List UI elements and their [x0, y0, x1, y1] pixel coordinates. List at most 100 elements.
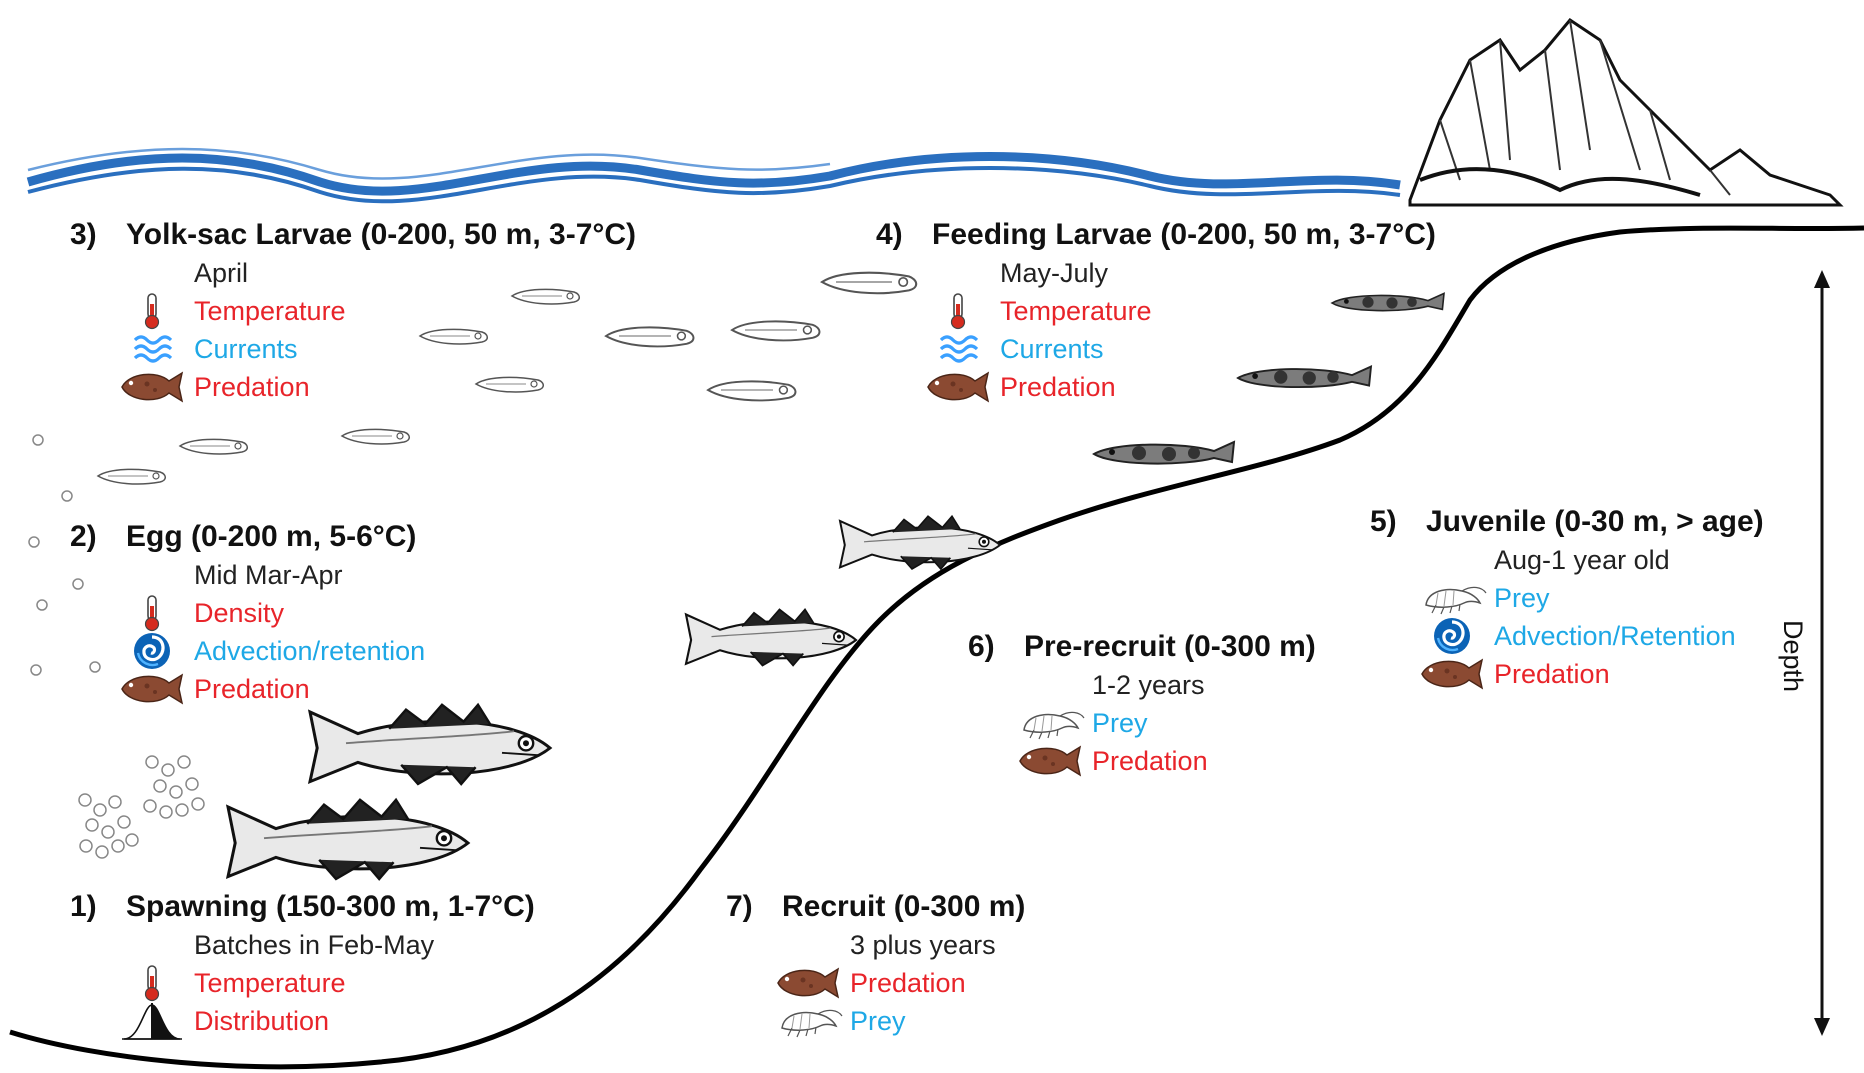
flatfish-icon	[1008, 742, 1092, 780]
factor-label: Prey	[1494, 582, 1550, 613]
factor-item: Currents	[916, 330, 1436, 368]
stage-number: 5)	[1370, 505, 1397, 538]
factor-label: Predation	[850, 967, 966, 998]
factor-item: Temperature	[110, 292, 636, 330]
sea-surface-waves	[26, 147, 1401, 204]
factor-item: Prey	[1008, 704, 1316, 742]
seabed-slope	[9, 225, 1864, 1070]
factor-item: Temperature	[110, 964, 535, 1002]
flatfish-icon	[110, 670, 194, 708]
shrimp-icon	[1410, 579, 1494, 617]
thermometer-icon	[916, 292, 1000, 330]
thermometer-icon	[110, 292, 194, 330]
flatfish-icon	[916, 368, 1000, 406]
factor-label: 3 plus years	[850, 929, 996, 960]
icon-slot	[1008, 666, 1092, 704]
flatfish-icon	[766, 964, 850, 1002]
factor-item: 1-2 years	[1008, 666, 1316, 704]
stage-heading: 6) Pre-recruit (0-300 m)	[968, 630, 1316, 664]
stage-number: 6)	[968, 630, 995, 663]
factor-item: Advection/Retention	[1410, 617, 1764, 655]
stage-spawning: 1) Spawning (150-300 m, 1-7°C) Batches in …	[70, 890, 535, 1040]
factor-item: Predation	[766, 964, 1025, 1002]
stage-heading: 2) Egg (0-200 m, 5-6°C)	[70, 520, 425, 554]
stage-yolk: 3) Yolk-sac Larvae (0-200, 50 m, 3-7°C) Ap…	[70, 218, 636, 406]
factor-item: Batches in Feb-May	[110, 926, 535, 964]
icon-slot	[766, 926, 850, 964]
factor-item: Predation	[1008, 742, 1316, 780]
stage-heading: 1) Spawning (150-300 m, 1-7°C)	[70, 890, 535, 924]
stage-number: 7)	[726, 890, 753, 923]
stage-egg: 2) Egg (0-200 m, 5-6°C) Mid Mar-Apr Density…	[70, 520, 425, 708]
factor-label: Batches in Feb-May	[194, 929, 435, 960]
factor-item: Temperature	[916, 292, 1436, 330]
stage-prerecruit: 6) Pre-recruit (0-300 m) 1-2 years Prey Pred…	[968, 630, 1316, 780]
factor-label: Currents	[194, 333, 298, 364]
factor-label: Aug-1 year old	[1494, 544, 1670, 575]
factor-label: Density	[194, 597, 285, 628]
factor-item: Predation	[110, 670, 425, 708]
coastal-mountains	[1408, 18, 1844, 207]
factor-item: Aug-1 year old	[1410, 541, 1764, 579]
flatfish-icon	[1410, 655, 1494, 693]
factor-item: Prey	[766, 1002, 1025, 1040]
thermometer-icon	[110, 964, 194, 1002]
factor-label: Currents	[1000, 333, 1104, 364]
factor-label: Prey	[1092, 707, 1148, 738]
factor-label: Predation	[1494, 658, 1610, 689]
stage-recruit: 7) Recruit (0-300 m) 3 plus years Predation…	[726, 890, 1025, 1040]
factor-label: Predation	[1092, 745, 1208, 776]
factor-label: May-July	[1000, 257, 1109, 288]
factor-label: Temperature	[194, 295, 346, 326]
factor-item: April	[110, 254, 636, 292]
flatfish-icon	[110, 368, 194, 406]
factor-label: April	[194, 257, 249, 288]
stage-title: Spawning (150-300 m, 1-7°C)	[126, 890, 535, 923]
icon-slot	[110, 926, 194, 964]
factor-item: Predation	[916, 368, 1436, 406]
stage-number: 2)	[70, 520, 97, 553]
stage-title: Yolk-sac Larvae (0-200, 50 m, 3-7°C)	[126, 218, 637, 251]
stage-heading: 4) Feeding Larvae (0-200, 50 m, 3-7°C)	[876, 218, 1436, 252]
depth-arrow	[1814, 270, 1830, 1036]
icon-slot	[110, 254, 194, 292]
depth-axis-label: Depth	[1778, 620, 1808, 693]
factor-label: Predation	[194, 673, 310, 704]
stage-title: Pre-recruit (0-300 m)	[1024, 630, 1316, 663]
factor-item: 3 plus years	[766, 926, 1025, 964]
icon-slot	[110, 556, 194, 594]
stage-number: 3)	[70, 218, 97, 251]
factor-item: Distribution	[110, 1002, 535, 1040]
stage-number: 4)	[876, 218, 903, 251]
factor-label: 1-2 years	[1092, 669, 1205, 700]
factor-item: Predation	[1410, 655, 1764, 693]
currents-icon	[110, 330, 194, 368]
thermometer-icon	[110, 594, 194, 632]
icon-slot	[916, 254, 1000, 292]
factor-label: Temperature	[1000, 295, 1152, 326]
distribution-icon	[110, 1002, 194, 1040]
swirl-icon	[110, 632, 194, 670]
factor-item: Mid Mar-Apr	[110, 556, 425, 594]
stage-heading: 3) Yolk-sac Larvae (0-200, 50 m, 3-7°C)	[70, 218, 636, 252]
eggs	[28, 434, 205, 859]
stage-title: Juvenile (0-30 m, > age)	[1426, 505, 1764, 538]
currents-icon	[916, 330, 1000, 368]
factor-item: Density	[110, 594, 425, 632]
factor-label: Advection/retention	[194, 635, 426, 666]
factor-label: Temperature	[194, 967, 346, 998]
factor-item: Predation	[110, 368, 636, 406]
factor-item: Prey	[1410, 579, 1764, 617]
shrimp-icon	[1008, 704, 1092, 742]
factor-label: Advection/Retention	[1494, 620, 1736, 651]
stage-title: Egg (0-200 m, 5-6°C)	[126, 520, 417, 553]
stage-heading: 5) Juvenile (0-30 m, > age)	[1370, 505, 1764, 539]
factor-item: May-July	[916, 254, 1436, 292]
factor-label: Predation	[1000, 371, 1116, 402]
factor-label: Predation	[194, 371, 310, 402]
factor-item: Advection/retention	[110, 632, 425, 670]
shrimp-icon	[766, 1002, 850, 1040]
factor-label: Mid Mar-Apr	[194, 559, 343, 590]
swirl-icon	[1410, 617, 1494, 655]
